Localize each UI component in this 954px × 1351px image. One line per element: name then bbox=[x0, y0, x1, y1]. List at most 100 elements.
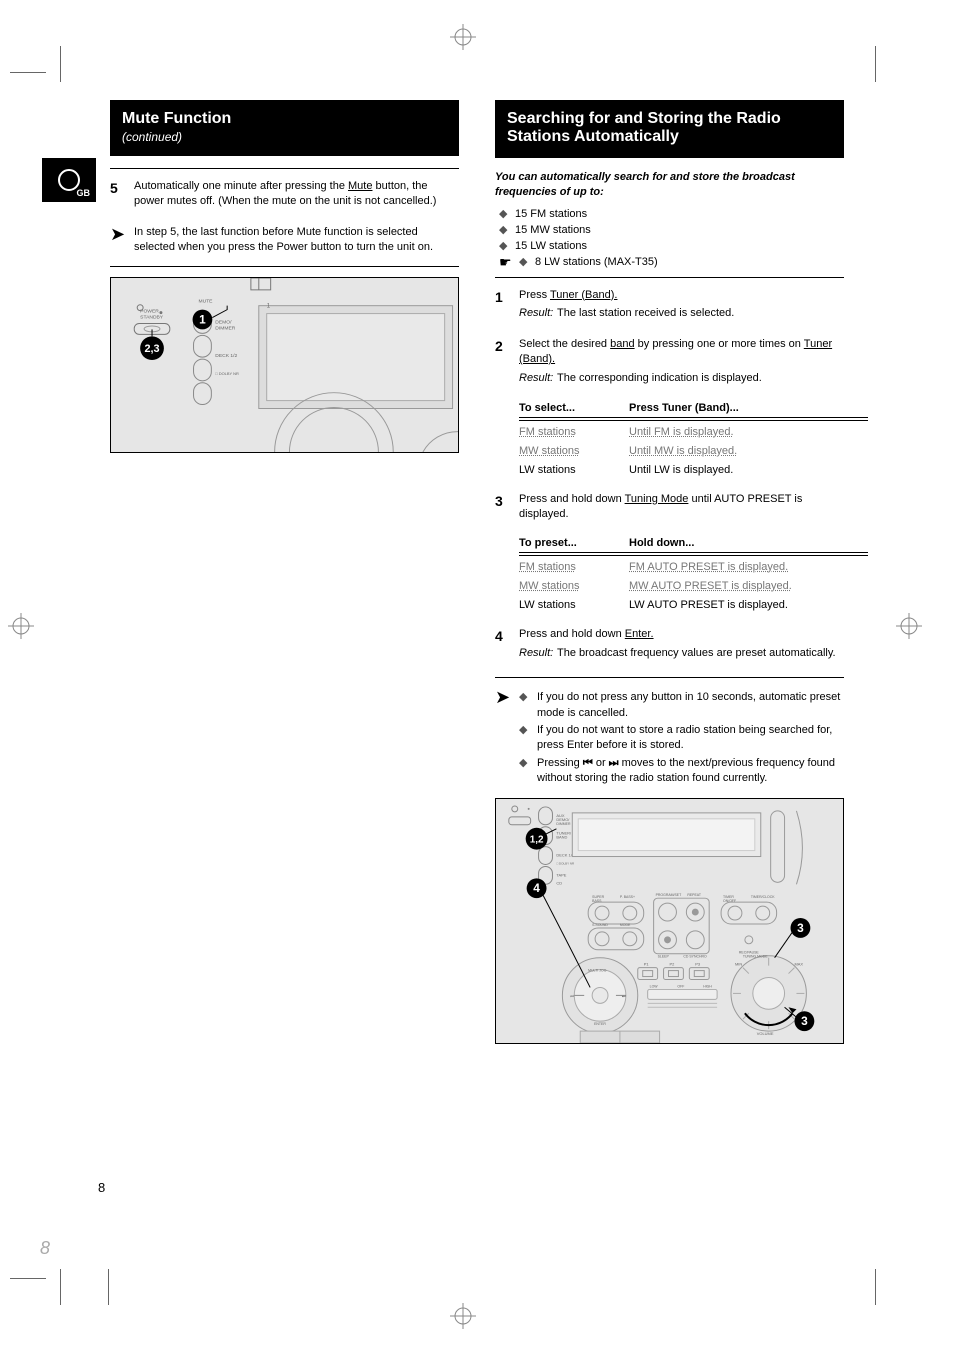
bullet-icon: ◆ bbox=[519, 756, 529, 787]
td: FM AUTO PRESET is displayed. bbox=[629, 561, 788, 573]
td: FM stations bbox=[519, 561, 576, 573]
svg-text:□ DOLBY NR: □ DOLBY NR bbox=[556, 862, 574, 866]
intro-bullets: ◆15 FM stations ◆15 MW stations ◆15 LW s… bbox=[499, 207, 844, 271]
svg-text:DECK 1/2: DECK 1/2 bbox=[215, 353, 237, 359]
svg-text:2,3: 2,3 bbox=[144, 344, 159, 356]
step-5: 5 Automatically one minute after pressin… bbox=[110, 179, 459, 209]
note-text: In step 5, the last function before Mute… bbox=[134, 225, 459, 255]
svg-text:SLEEP: SLEEP bbox=[658, 955, 670, 959]
svg-text:TIMER/CLOCK: TIMER/CLOCK bbox=[751, 896, 775, 900]
svg-text:PROGRAM/SET: PROGRAM/SET bbox=[656, 894, 683, 898]
crop-mark bbox=[108, 1269, 109, 1305]
bullet-icon: ◆ bbox=[499, 207, 509, 223]
registration-mark bbox=[450, 1303, 476, 1329]
td: Until LW is displayed. bbox=[629, 464, 868, 476]
bullet-text: 8 LW stations (MAX-T35) bbox=[535, 255, 658, 271]
svg-text:DEMO/: DEMO/ bbox=[215, 320, 232, 326]
rule bbox=[495, 677, 844, 678]
svg-text:DIMMER: DIMMER bbox=[215, 326, 235, 332]
note-text: Pressing ⏮ or ⏭ moves to the next/previo… bbox=[537, 756, 844, 787]
step-result: The corresponding indication is displaye… bbox=[557, 372, 762, 384]
select-table: To select...Press Tuner (Band)... FM sta… bbox=[519, 402, 868, 480]
rule bbox=[110, 266, 459, 267]
note-text: If you do not press any button in 10 sec… bbox=[537, 690, 844, 721]
section-heading-mute: Mute Function (continued) bbox=[110, 100, 459, 156]
step-2: 2 Select the desired band by pressing on… bbox=[495, 337, 844, 386]
svg-text:3: 3 bbox=[797, 921, 804, 935]
bullet-icon: ◆ bbox=[499, 239, 509, 255]
step-number: 2 bbox=[495, 337, 509, 386]
svg-text:1: 1 bbox=[199, 313, 206, 327]
step-1: 1 Press Tuner (Band). Result:The last st… bbox=[495, 288, 844, 322]
step-number: 3 bbox=[495, 492, 509, 522]
step-3: 3 Press and hold down Tuning Mode until … bbox=[495, 492, 844, 522]
crop-mark bbox=[10, 72, 46, 73]
step-text: by pressing one or more times on bbox=[635, 338, 804, 350]
svg-text:MULTI JOG: MULTI JOG bbox=[588, 969, 607, 973]
svg-text:MAX: MAX bbox=[794, 962, 803, 967]
section-heading-search: Searching for and Storing the Radio Stat… bbox=[495, 100, 844, 158]
td: LW stations bbox=[519, 464, 629, 476]
svg-text:4: 4 bbox=[533, 882, 540, 896]
step-text-underlined: Mute bbox=[348, 180, 372, 192]
step-text: Press and hold down bbox=[519, 493, 625, 505]
svg-text:1: 1 bbox=[267, 304, 270, 310]
step-text: Select the desired bbox=[519, 338, 610, 350]
step-body: Automatically one minute after pressing … bbox=[134, 179, 459, 209]
th: Press Tuner (Band)... bbox=[629, 402, 868, 414]
svg-text:OFF: OFF bbox=[677, 985, 684, 989]
bullet-text: 15 FM stations bbox=[515, 207, 587, 223]
bullet-icon: ◆ bbox=[519, 255, 529, 271]
svg-text:P1: P1 bbox=[644, 962, 649, 967]
svg-text:⏭: ⏭ bbox=[622, 994, 626, 999]
rule bbox=[110, 168, 459, 169]
svg-text:3: 3 bbox=[801, 1015, 808, 1029]
th: To preset... bbox=[519, 537, 629, 549]
heading-continued: (continued) bbox=[122, 130, 447, 144]
td: LW stations bbox=[519, 599, 629, 611]
note-block: ➤ In step 5, the last function before Mu… bbox=[110, 225, 459, 255]
step-result: The last station received is selected. bbox=[557, 307, 734, 319]
svg-text:ON/OFF: ON/OFF bbox=[723, 900, 736, 904]
td: MW stations bbox=[519, 445, 580, 457]
registration-mark bbox=[896, 613, 922, 639]
svg-text:P. BASS+: P. BASS+ bbox=[620, 896, 635, 900]
svg-text:MODE: MODE bbox=[620, 923, 631, 927]
step-hl: band bbox=[610, 338, 634, 350]
crop-mark bbox=[60, 46, 61, 82]
step-hl: Tuner (Band). bbox=[550, 289, 617, 301]
bullet-text: 15 MW stations bbox=[515, 223, 591, 239]
step-4: 4 Press and hold down Enter. Result:The … bbox=[495, 627, 844, 661]
svg-text:LOW: LOW bbox=[650, 985, 659, 989]
crop-mark bbox=[875, 1269, 876, 1305]
note-text: If you do not want to store a radio stat… bbox=[537, 723, 844, 754]
device-figure-right: AUX TUNER/ BAND DEMO/ DIMMER DECK 1/2 □ … bbox=[495, 798, 844, 1044]
svg-text:DECK 1/2: DECK 1/2 bbox=[556, 853, 574, 858]
td: MW AUTO PRESET is displayed. bbox=[629, 580, 792, 592]
svg-text:BAND: BAND bbox=[556, 835, 567, 840]
rule bbox=[495, 277, 844, 278]
heading-text: Mute Function bbox=[122, 110, 231, 127]
svg-text:S.SOUND: S.SOUND bbox=[592, 923, 608, 927]
registration-mark bbox=[450, 24, 476, 50]
svg-text:P2: P2 bbox=[670, 962, 675, 967]
svg-text:HIGH: HIGH bbox=[703, 985, 712, 989]
bullet-icon: ◆ bbox=[519, 723, 529, 754]
registration-mark bbox=[8, 613, 34, 639]
svg-text:ENTER: ENTER bbox=[594, 1023, 606, 1027]
svg-text:P3: P3 bbox=[695, 962, 701, 967]
svg-text:DIMMER: DIMMER bbox=[556, 822, 571, 826]
right-column: Searching for and Storing the Radio Stat… bbox=[495, 100, 844, 1231]
step-number: 1 bbox=[495, 288, 509, 322]
left-column: Mute Function (continued) 5 Automaticall… bbox=[110, 100, 459, 1231]
svg-text:VOLUME: VOLUME bbox=[757, 1032, 774, 1037]
crop-mark bbox=[875, 46, 876, 82]
device-figure-left: POWER STANDBY MUTE DEMO/ DIMMER DECK 1/2 bbox=[110, 277, 459, 453]
svg-text:CD: CD bbox=[556, 881, 562, 886]
crop-mark bbox=[10, 1278, 46, 1279]
step-hl: Tuning Mode bbox=[625, 493, 689, 505]
td: MW stations bbox=[519, 580, 580, 592]
step-number: 4 bbox=[495, 627, 509, 661]
svg-text:CD SYNCHRO: CD SYNCHRO bbox=[683, 955, 707, 959]
td: Until FM is displayed. bbox=[629, 426, 734, 438]
